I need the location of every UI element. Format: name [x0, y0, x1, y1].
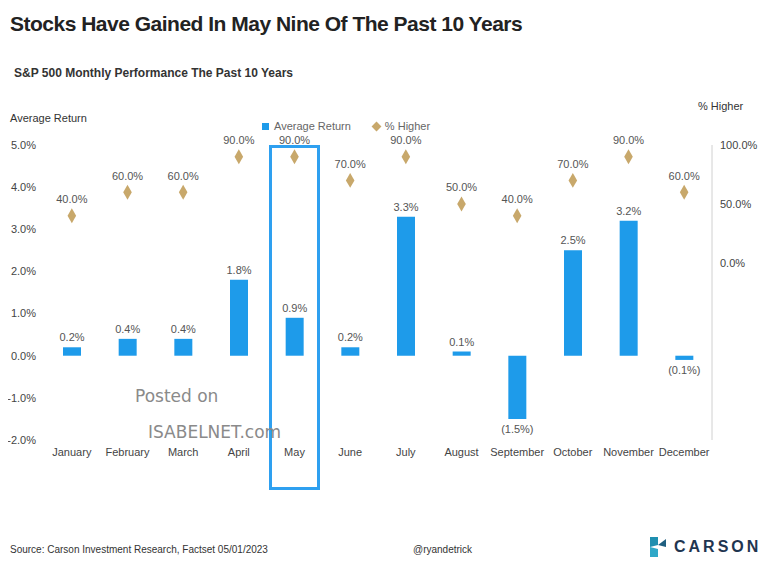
svg-text:90.0%: 90.0%: [223, 134, 254, 146]
svg-text:0.4%: 0.4%: [115, 323, 140, 335]
svg-text:0.4%: 0.4%: [171, 323, 196, 335]
svg-text:November: November: [603, 446, 654, 458]
svg-text:May: May: [284, 446, 305, 458]
svg-text:September: September: [490, 446, 544, 458]
svg-text:90.0%: 90.0%: [279, 134, 310, 146]
html-text:S&P 500 Monthly Performance Th: S&P 500 Monthly Performance The Past 10 …: [14, 66, 293, 80]
svg-text:3.0%: 3.0%: [11, 223, 36, 235]
svg-text:0.2%: 0.2%: [59, 331, 84, 343]
svg-text:90.0%: 90.0%: [613, 134, 644, 146]
svg-text:-1.0%: -1.0%: [8, 392, 36, 404]
html-text:Average Return: Average Return: [10, 112, 87, 124]
svg-text:(1.5%): (1.5%): [501, 423, 533, 435]
svg-text:5.0%: 5.0%: [11, 139, 36, 151]
svg-text:1.8%: 1.8%: [226, 264, 251, 276]
svg-text:3.2%: 3.2%: [616, 205, 641, 217]
html-text:% Higher: % Higher: [384, 120, 431, 132]
svg-text:70.0%: 70.0%: [335, 158, 366, 170]
svg-text:October: October: [553, 446, 592, 458]
html-text:Stocks Have Gained In May Nine: Stocks Have Gained In May Nine Of The Pa…: [10, 12, 523, 35]
svg-text:3.3%: 3.3%: [393, 201, 418, 213]
svg-text:July: July: [396, 446, 416, 458]
html-text:@ryandetrick: @ryandetrick: [413, 544, 473, 555]
html-text:Posted on: Posted on: [135, 386, 219, 406]
svg-text:February: February: [105, 446, 150, 458]
svg-text:-2.0%: -2.0%: [8, 434, 36, 446]
svg-text:0.0%: 0.0%: [11, 350, 36, 362]
svg-text:2.0%: 2.0%: [11, 265, 36, 277]
svg-text:2.5%: 2.5%: [560, 234, 585, 246]
html-text:% Higher: % Higher: [698, 100, 744, 112]
svg-text:January: January: [52, 446, 92, 458]
svg-text:100.0%: 100.0%: [720, 139, 758, 151]
html-text:ISABELNET.com: ISABELNET.com: [148, 422, 282, 442]
svg-text:70.0%: 70.0%: [557, 158, 588, 170]
svg-text:1.0%: 1.0%: [11, 307, 36, 319]
svg-text:60.0%: 60.0%: [669, 170, 700, 182]
svg-text:0.1%: 0.1%: [449, 336, 474, 348]
svg-text:December: December: [659, 446, 710, 458]
svg-text:0.0%: 0.0%: [720, 257, 745, 269]
svg-text:90.0%: 90.0%: [390, 134, 421, 146]
svg-text:60.0%: 60.0%: [168, 170, 199, 182]
svg-text:50.0%: 50.0%: [446, 181, 477, 193]
svg-text:(0.1%): (0.1%): [668, 364, 700, 376]
svg-text:August: August: [444, 446, 478, 458]
svg-text:60.0%: 60.0%: [112, 170, 143, 182]
svg-text:0.2%: 0.2%: [338, 331, 363, 343]
svg-text:40.0%: 40.0%: [502, 193, 533, 205]
svg-text:50.0%: 50.0%: [720, 198, 751, 210]
svg-text:March: March: [168, 446, 199, 458]
svg-text:0.9%: 0.9%: [282, 302, 307, 314]
html-text:Source: Carson Investment Rese: Source: Carson Investment Research, Fact…: [10, 544, 268, 555]
svg-text:4.0%: 4.0%: [11, 181, 36, 193]
svg-text:April: April: [228, 446, 250, 458]
svg-text:June: June: [338, 446, 362, 458]
html-text:CARSON: CARSON: [674, 538, 762, 555]
html-text:Average Return: Average Return: [274, 120, 351, 132]
svg-text:40.0%: 40.0%: [56, 193, 87, 205]
